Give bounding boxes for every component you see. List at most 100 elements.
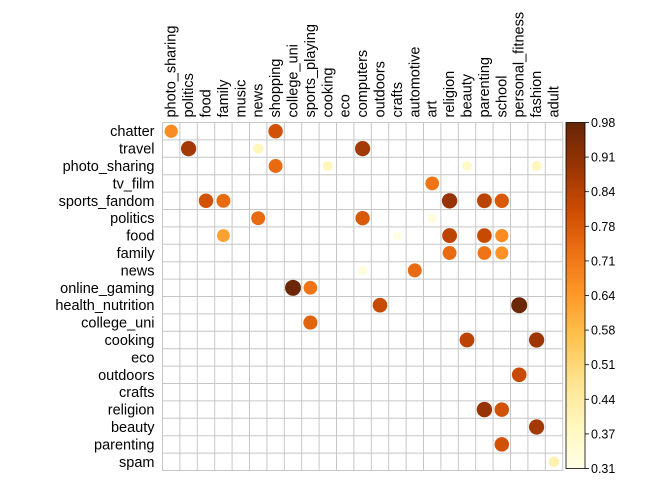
correlation-dot [392,231,402,241]
colorbar-tick-label: 0.78 [591,220,615,234]
correlation-dot [476,193,492,209]
correlation-dot [511,297,528,314]
column-label: eco [338,94,354,117]
row-label: travel [119,142,154,158]
column-label: crafts [390,82,406,117]
column-label: school [494,76,510,118]
colorbar-gradient [565,122,586,469]
colorbar-tick-label: 0.31 [591,462,615,476]
column-label: photo_sharing [164,26,180,118]
correlation-dot [477,228,492,243]
correlation-dot [477,246,492,260]
column-label: automotive [407,47,423,118]
correlation-dot [303,315,318,330]
colorbar-tick-label: 0.44 [591,393,615,407]
column-label: art [425,101,441,118]
correlation-dot [251,211,266,226]
correlation-dot [529,419,545,435]
correlation-dot [372,297,388,313]
colorbar-tick-label: 0.37 [591,427,615,441]
correlation-dot [442,228,458,244]
correlation-dot [476,401,493,418]
row-label: eco [131,350,154,366]
correlation-dot [425,176,440,191]
column-label: outdoors [373,61,389,117]
column-label: family [216,79,232,118]
row-label: outdoors [98,368,154,384]
correlation-dot [216,193,231,208]
correlation-dot [181,141,197,157]
colorbar-tick-label: 0.84 [591,185,615,199]
row-label: online_gaming [60,281,154,297]
correlation-dot [253,143,264,154]
column-label: religion [442,71,458,118]
column-label: adult [547,86,563,117]
column-label: computers [355,50,371,118]
row-label: food [126,229,154,245]
correlation-dot [441,193,458,209]
row-label: beauty [111,420,155,436]
row-label: college_uni [81,316,154,332]
colorbar-tick-label: 0.64 [591,289,615,303]
row-label: religion [108,403,155,419]
correlation-dot [548,456,560,468]
correlation-dot [462,161,472,171]
column-label: personal_fitness [512,12,528,118]
correlation-dot [407,263,422,278]
correlation-dot [164,124,178,138]
correlation-dot [303,280,318,295]
correlation-dot [198,193,214,209]
column-label: food [199,89,215,117]
column-label: news [251,84,267,118]
correlation-dot [355,211,370,226]
correlation-dot [268,123,283,139]
correlation-dot [511,367,527,383]
grid [162,122,564,471]
dots [164,123,560,468]
colorbar-tick-label: 0.98 [591,116,615,130]
column-labels: photo_sharing politics food family music news… [164,12,563,118]
row-label: crafts [119,385,154,401]
correlation-dot [357,265,368,276]
row-label: health_nutrition [55,298,154,314]
column-label: college_uni [286,44,302,117]
correlation-dot [531,160,542,172]
correlation-dot [459,332,475,348]
correlation-dot [355,141,371,157]
correlation-dot [495,246,509,260]
row-label: news [121,263,155,279]
row-label: parenting [94,437,154,453]
column-label: fashion [529,71,545,118]
row-label: photo_sharing [63,159,155,175]
column-label: beauty [460,73,476,117]
correlation-dot [494,437,510,452]
column-label: music [233,80,249,118]
column-label: politics [181,73,197,117]
colorbar-tick-label: 0.51 [591,358,615,372]
column-label: cooking [320,68,336,118]
row-label: cooking [105,333,155,349]
colorbar-tick-label: 0.71 [591,254,615,268]
correlation-dot [285,279,301,296]
colorbar: 0.98 0.91 0.84 0.78 0.71 0.64 0.58 0.51 0.44 0.37… [565,116,615,476]
correlation-dot [495,228,509,243]
correlation-dot [494,193,509,208]
correlation-dot [528,332,545,348]
correlation-dot [427,213,437,223]
row-label: politics [110,211,154,227]
colorbar-tick-label: 0.91 [591,151,615,165]
row-label: chatter [110,124,154,140]
correlation-dot [494,402,510,417]
row-label: family [117,246,156,262]
row-label: sports_fandom [59,194,155,210]
correlation-dot [268,159,283,173]
row-label: spam [119,455,154,471]
correlation-dot [442,246,457,260]
row-label: tv_film [113,176,155,192]
colorbar-tick-label: 0.58 [591,324,615,338]
correlation-dot [322,160,333,172]
correlation-dot [216,229,230,243]
column-label: sports_playing [303,24,319,118]
column-label: parenting [477,57,493,117]
